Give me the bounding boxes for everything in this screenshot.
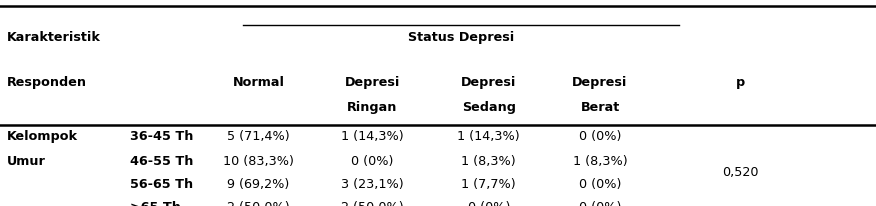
Text: 2 (50,0%): 2 (50,0%) — [227, 200, 290, 206]
Text: 5 (71,4%): 5 (71,4%) — [227, 130, 290, 144]
Text: 3 (23,1%): 3 (23,1%) — [341, 178, 404, 191]
Text: 2 (50,0%): 2 (50,0%) — [341, 200, 404, 206]
Text: 0 (0%): 0 (0%) — [579, 178, 621, 191]
Text: p: p — [736, 76, 745, 89]
Text: 0 (0%): 0 (0%) — [468, 200, 510, 206]
Text: Status Depresi: Status Depresi — [407, 30, 514, 44]
Text: Umur: Umur — [7, 155, 46, 168]
Text: Kelompok: Kelompok — [7, 130, 78, 144]
Text: 0 (0%): 0 (0%) — [579, 130, 621, 144]
Text: 1 (8,3%): 1 (8,3%) — [573, 155, 627, 168]
Text: 1 (14,3%): 1 (14,3%) — [457, 130, 520, 144]
Text: 0,520: 0,520 — [722, 165, 759, 179]
Text: 46-55 Th: 46-55 Th — [130, 155, 193, 168]
Text: 9 (69,2%): 9 (69,2%) — [227, 178, 290, 191]
Text: Karakteristik: Karakteristik — [7, 30, 101, 44]
Text: 1 (14,3%): 1 (14,3%) — [341, 130, 404, 144]
Text: Depresi: Depresi — [572, 76, 628, 89]
Text: 36-45 Th: 36-45 Th — [130, 130, 193, 144]
Text: 1 (8,3%): 1 (8,3%) — [462, 155, 516, 168]
Text: Sedang: Sedang — [462, 101, 516, 114]
Text: 10 (83,3%): 10 (83,3%) — [223, 155, 293, 168]
Text: Berat: Berat — [581, 101, 619, 114]
Text: Normal: Normal — [232, 76, 285, 89]
Text: Responden: Responden — [7, 76, 87, 89]
Text: >65 Th: >65 Th — [130, 200, 180, 206]
Text: 1 (7,7%): 1 (7,7%) — [462, 178, 516, 191]
Text: 56-65 Th: 56-65 Th — [130, 178, 193, 191]
Text: 0 (0%): 0 (0%) — [579, 200, 621, 206]
Text: Depresi: Depresi — [344, 76, 400, 89]
Text: Depresi: Depresi — [461, 76, 517, 89]
Text: Ringan: Ringan — [347, 101, 398, 114]
Text: 0 (0%): 0 (0%) — [351, 155, 393, 168]
